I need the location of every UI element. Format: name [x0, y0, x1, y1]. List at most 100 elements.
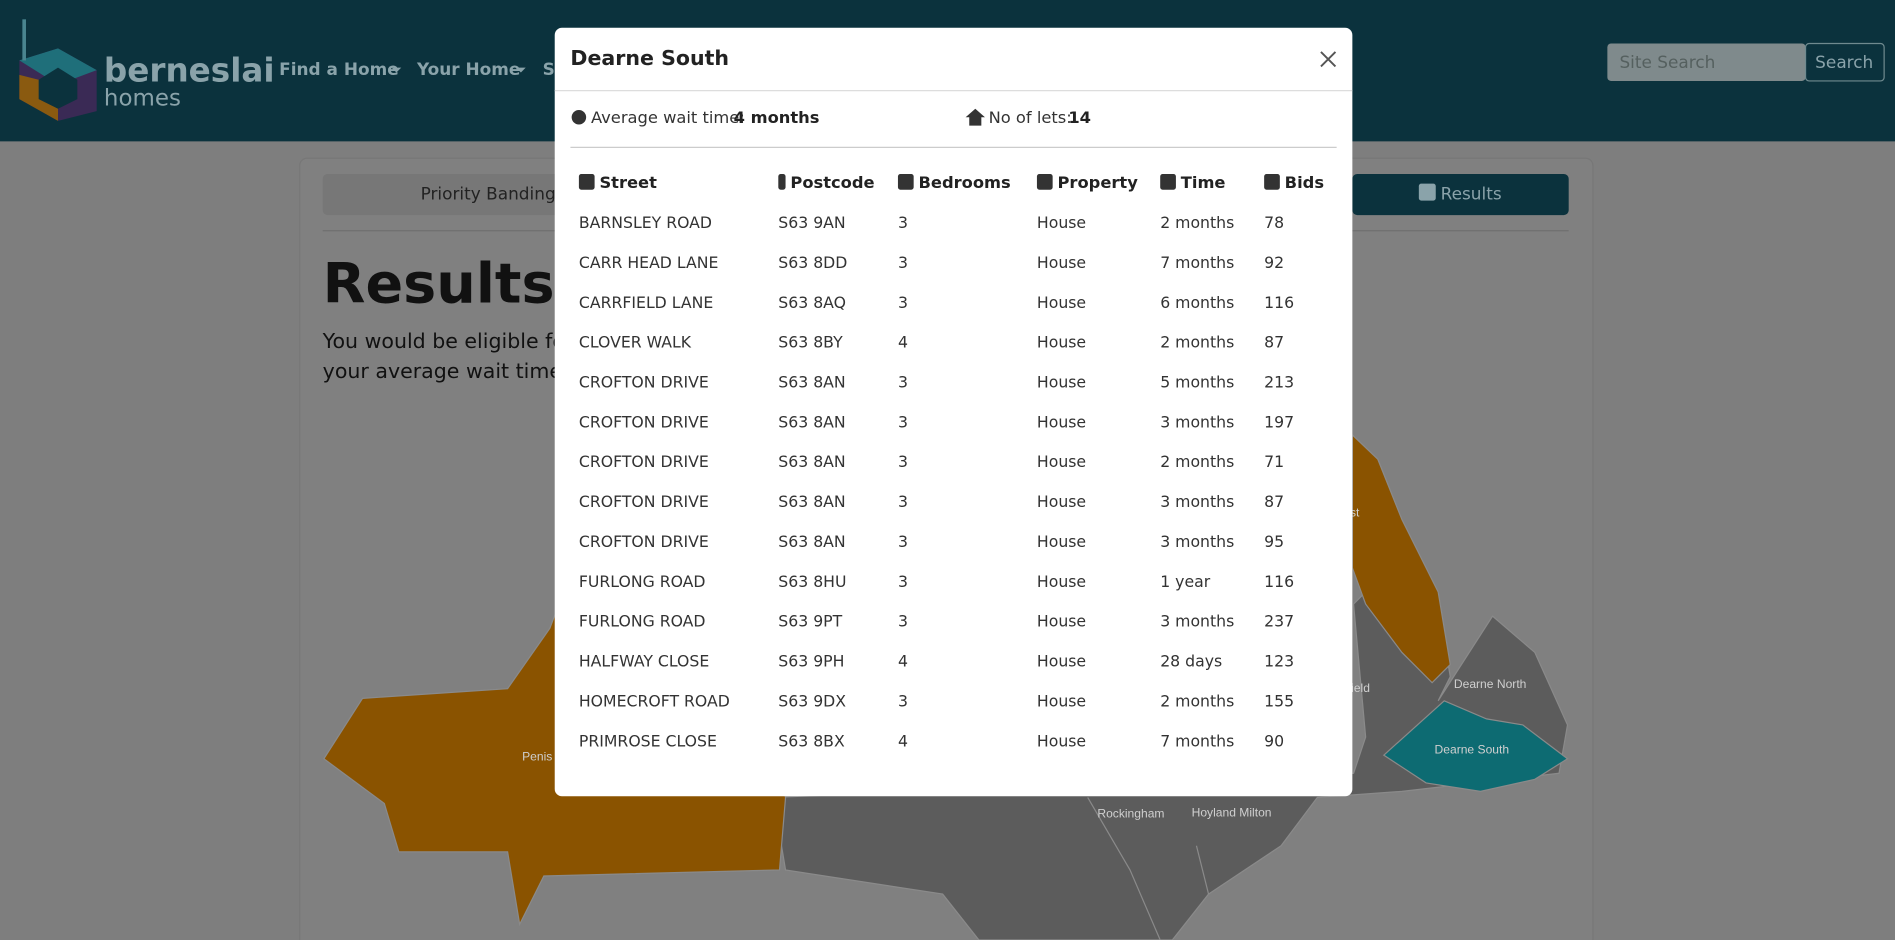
table-cell: S63 8AN [778, 452, 845, 471]
column-header: Bedrooms [918, 173, 1010, 192]
table-cell: HOMECROFT ROAD [579, 691, 730, 710]
modal [554, 27, 1353, 797]
page-title: Results [323, 252, 555, 317]
table-cell: 3 [898, 213, 908, 232]
map-region[interactable] [1382, 700, 1569, 793]
table-cell: 71 [1264, 452, 1284, 471]
table-cell: S63 8DD [778, 253, 847, 272]
table-cell: S63 8AN [778, 532, 845, 551]
nav-item[interactable]: Your Home [416, 59, 520, 79]
map-label: Penis [522, 750, 552, 764]
table-cell: 197 [1264, 412, 1294, 431]
table-cell: 3 [898, 691, 908, 710]
table-cell: 2 months [1160, 213, 1234, 232]
map-label: st [1350, 506, 1360, 520]
table-cell: House [1037, 532, 1086, 551]
table-cell: CLOVER WALK [579, 333, 692, 352]
table-cell: 116 [1264, 293, 1294, 312]
table-cell: S63 8BX [778, 731, 845, 750]
table-cell: House [1037, 572, 1086, 591]
table-cell: 4 [898, 731, 908, 750]
table-cell: 3 [898, 373, 908, 392]
table-cell: House [1037, 213, 1086, 232]
nav-item[interactable]: Find a Home [279, 59, 399, 79]
table-cell: House [1037, 691, 1086, 710]
table-cell: 90 [1264, 731, 1284, 750]
table-cell: CROFTON DRIVE [579, 452, 709, 471]
table-cell: 3 [898, 492, 908, 511]
column-icon [578, 173, 595, 190]
table-cell: S63 8AN [778, 373, 845, 392]
table-cell: 3 [898, 532, 908, 551]
table-cell: 3 months [1160, 412, 1234, 431]
column-icon [778, 173, 786, 190]
table: Street Postcode Bedrooms Property Time Bids BA… [578, 173, 1324, 750]
search-input[interactable] [1607, 43, 1806, 81]
map-label: ield [1351, 681, 1370, 695]
map-label: Dearne South [1435, 742, 1510, 756]
table-cell: CROFTON DRIVE [579, 412, 709, 431]
column-icon [1160, 173, 1176, 190]
table-cell: 3 months [1160, 612, 1234, 631]
search-button[interactable] [1804, 42, 1885, 82]
modal-title: Dearne South [570, 46, 729, 70]
search-placeholder: Site Search [1619, 52, 1715, 72]
table-cell: 78 [1264, 213, 1284, 232]
wait-label: Average wait time: [591, 108, 745, 127]
table-cell: FURLONG ROAD [579, 572, 706, 591]
tab-label: Priority Banding [421, 184, 556, 204]
table-cell: S63 8HU [778, 572, 846, 591]
lets-label: No of lets: [989, 108, 1072, 127]
table-cell: 2 months [1160, 333, 1234, 352]
table-cell: 2 months [1160, 691, 1234, 710]
table-cell: 4 [898, 333, 908, 352]
column-header: Street [599, 173, 657, 192]
clock-icon [571, 109, 587, 125]
table-cell: House [1037, 333, 1086, 352]
table-cell: S63 8AQ [778, 293, 846, 312]
search-button-label: Search [1815, 52, 1873, 72]
logo-inner [38, 67, 78, 109]
table-cell: BARNSLEY ROAD [579, 213, 712, 232]
tab-active[interactable] [1352, 173, 1569, 216]
table-cell: 155 [1264, 691, 1294, 710]
table-cell: 5 months [1160, 373, 1234, 392]
table-cell: CROFTON DRIVE [579, 492, 709, 511]
table-cell: CARR HEAD LANE [579, 253, 718, 272]
logo-text: homes [104, 86, 181, 112]
table-cell: House [1037, 452, 1086, 471]
tab[interactable] [322, 173, 565, 216]
table-cell: S63 9DX [778, 691, 846, 710]
table-cell: House [1037, 492, 1086, 511]
column-header: Postcode [790, 173, 874, 192]
table-cell: S63 9PH [778, 652, 844, 671]
table-cell: 95 [1264, 532, 1284, 551]
map-label: Hoyland Milton [1192, 805, 1272, 819]
table-cell: S63 9PT [778, 612, 842, 631]
caret [391, 67, 402, 73]
map-region [1351, 433, 1451, 684]
map-labels: Penis st ield Dearne North Dearne South Rocki… [522, 506, 1526, 821]
table-cell: House [1037, 293, 1086, 312]
table-cell: 3 months [1160, 532, 1234, 551]
page-text: your average wait times [323, 359, 573, 383]
table-cell: 116 [1264, 572, 1294, 591]
table-cell: 123 [1264, 652, 1294, 671]
table-cell: 87 [1264, 333, 1284, 352]
table-cell: S63 9AN [778, 213, 845, 232]
map-label: Rockingham [1097, 807, 1164, 821]
table-cell: CARRFIELD LANE [579, 293, 713, 312]
lets-value: 14 [1068, 108, 1091, 127]
tab-icon [1418, 183, 1436, 201]
logo-face [19, 48, 97, 85]
column-header: Property [1057, 173, 1138, 192]
table-cell: S63 8AN [778, 412, 845, 431]
table-cell: 3 [898, 412, 908, 431]
table-cell: 28 days [1160, 652, 1222, 671]
table-cell: House [1037, 373, 1086, 392]
table-cell: S63 8BY [778, 333, 843, 352]
close-button[interactable] [1320, 51, 1337, 68]
table-cell: 3 [898, 572, 908, 591]
map-label: Dearne North [1454, 677, 1527, 691]
